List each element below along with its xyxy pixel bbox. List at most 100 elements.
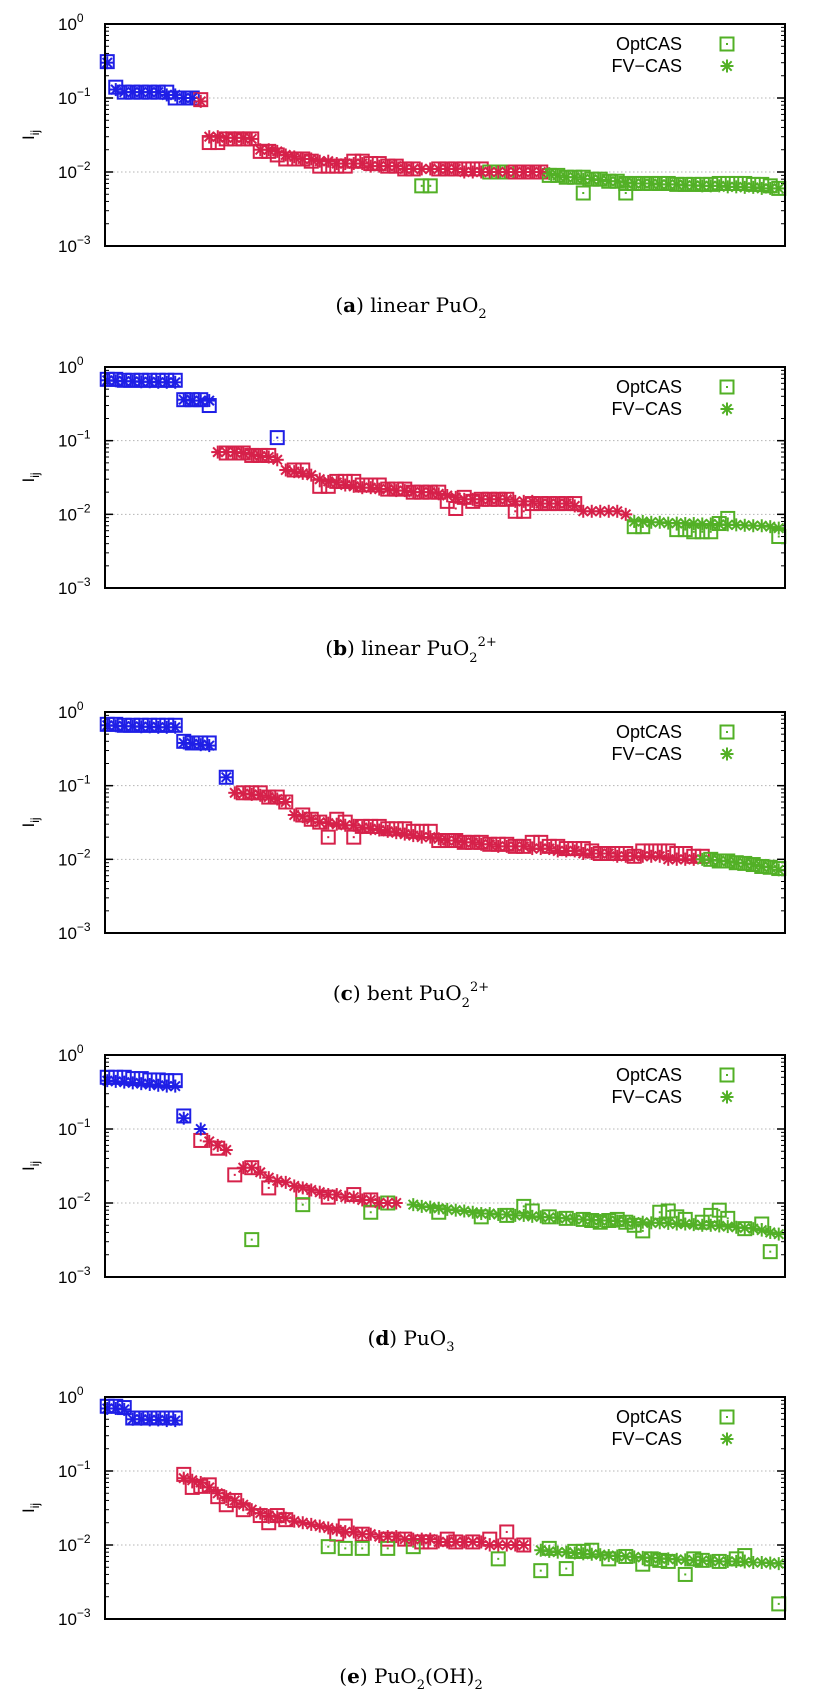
point-fvcas: [738, 180, 752, 194]
point-fvcas: [389, 484, 403, 498]
y-tick-label: 10−1: [58, 428, 91, 451]
point-fvcas: [245, 1161, 259, 1175]
point-fvcas: [296, 1516, 310, 1530]
y-axis-label: Iij: [19, 817, 42, 827]
point-fvcas: [143, 1077, 157, 1091]
point-fvcas: [712, 179, 726, 193]
point-fvcas: [389, 1196, 403, 1210]
point-fvcas: [168, 1079, 182, 1093]
point-fvcas: [415, 1199, 429, 1213]
point-fvcas: [194, 394, 208, 408]
point-fvcas: [151, 1078, 165, 1092]
point-fvcas: [746, 858, 760, 872]
point-fvcas: [517, 1208, 531, 1222]
point-fvcas: [406, 1198, 420, 1212]
point-fvcas: [211, 130, 225, 144]
y-tick-label: 100: [58, 1384, 84, 1407]
y-tick-label: 10−3: [58, 575, 91, 598]
point-optcas: [337, 1540, 353, 1556]
point-fvcas: [321, 816, 335, 830]
point-fvcas: [245, 447, 259, 461]
point-fvcas: [338, 478, 352, 492]
legend-label: FV−CAS: [611, 1087, 682, 1107]
point-optcas: [244, 1232, 260, 1248]
point-fvcas: [160, 1079, 174, 1093]
point-fvcas: [449, 490, 463, 504]
point-fvcas: [423, 485, 437, 499]
point-fvcas: [551, 168, 565, 182]
point-fvcas: [610, 174, 624, 188]
point-fvcas: [466, 1535, 480, 1549]
point-fvcas: [126, 719, 140, 733]
y-tick-label: 10−3: [58, 1606, 91, 1629]
point-fvcas: [168, 720, 182, 734]
point-fvcas: [279, 795, 293, 809]
point-fvcas: [245, 132, 259, 146]
point-fvcas: [466, 1205, 480, 1219]
point-fvcas: [202, 1480, 216, 1494]
point-fvcas: [619, 1215, 633, 1229]
point-fvcas: [347, 1525, 361, 1539]
point-fvcas: [653, 515, 667, 529]
panel-caption-e: (e) PuO2(OH)2: [339, 1664, 482, 1692]
point-fvcas: [517, 1538, 531, 1552]
y-tick-label: 10−3: [58, 920, 91, 943]
point-fvcas: [313, 815, 327, 829]
point-fvcas: [738, 1555, 752, 1569]
point-fvcas: [287, 150, 301, 164]
y-tick-label: 10−2: [58, 846, 91, 869]
point-fvcas: [636, 1550, 650, 1564]
point-fvcas: [151, 1413, 165, 1427]
point-fvcas: [551, 1545, 565, 1559]
y-tick-label: 10−2: [58, 1532, 91, 1555]
point-fvcas: [755, 519, 769, 533]
point-fvcas: [270, 1510, 284, 1524]
y-tick-label: 100: [58, 699, 84, 722]
point-fvcas: [559, 1211, 573, 1225]
y-tick-label: 10−3: [58, 1264, 91, 1287]
point-fvcas: [763, 181, 777, 195]
point-fvcas: [440, 834, 454, 848]
point-fvcas: [296, 152, 310, 166]
point-fvcas: [117, 1402, 131, 1416]
point-optcas: [295, 1197, 311, 1213]
point-fvcas: [568, 499, 582, 513]
point-fvcas: [287, 465, 301, 479]
y-tick-label: 10−1: [58, 1116, 91, 1139]
y-tick-label: 100: [58, 354, 84, 377]
point-fvcas: [772, 181, 786, 195]
point-fvcas: [517, 165, 531, 179]
point-fvcas: [772, 521, 786, 535]
point-fvcas: [321, 1521, 335, 1535]
point-optcas: [320, 1539, 336, 1555]
point-fvcas: [279, 463, 293, 477]
legend-square-icon: [719, 379, 735, 395]
plot-frame: [104, 23, 786, 247]
point-fvcas: [338, 1190, 352, 1204]
point-fvcas: [440, 162, 454, 176]
y-axis-label: Iij: [19, 472, 42, 482]
point-fvcas: [279, 148, 293, 162]
point-fvcas: [296, 1181, 310, 1195]
point-fvcas: [449, 1535, 463, 1549]
point-fvcas: [534, 1543, 548, 1557]
point-fvcas: [491, 1207, 505, 1221]
point-fvcas: [355, 821, 369, 835]
point-fvcas: [500, 492, 514, 506]
point-fvcas: [304, 1517, 318, 1531]
point-fvcas: [313, 472, 327, 486]
point-fvcas: [177, 91, 191, 105]
y-tick-label: 10−3: [58, 233, 91, 256]
point-fvcas: [355, 481, 369, 495]
legend-label: FV−CAS: [611, 56, 682, 76]
point-fvcas: [576, 847, 590, 861]
point-fvcas: [313, 154, 327, 168]
point-fvcas: [270, 453, 284, 467]
point-fvcas: [627, 514, 641, 528]
point-fvcas: [185, 394, 199, 408]
point-fvcas: [636, 514, 650, 528]
